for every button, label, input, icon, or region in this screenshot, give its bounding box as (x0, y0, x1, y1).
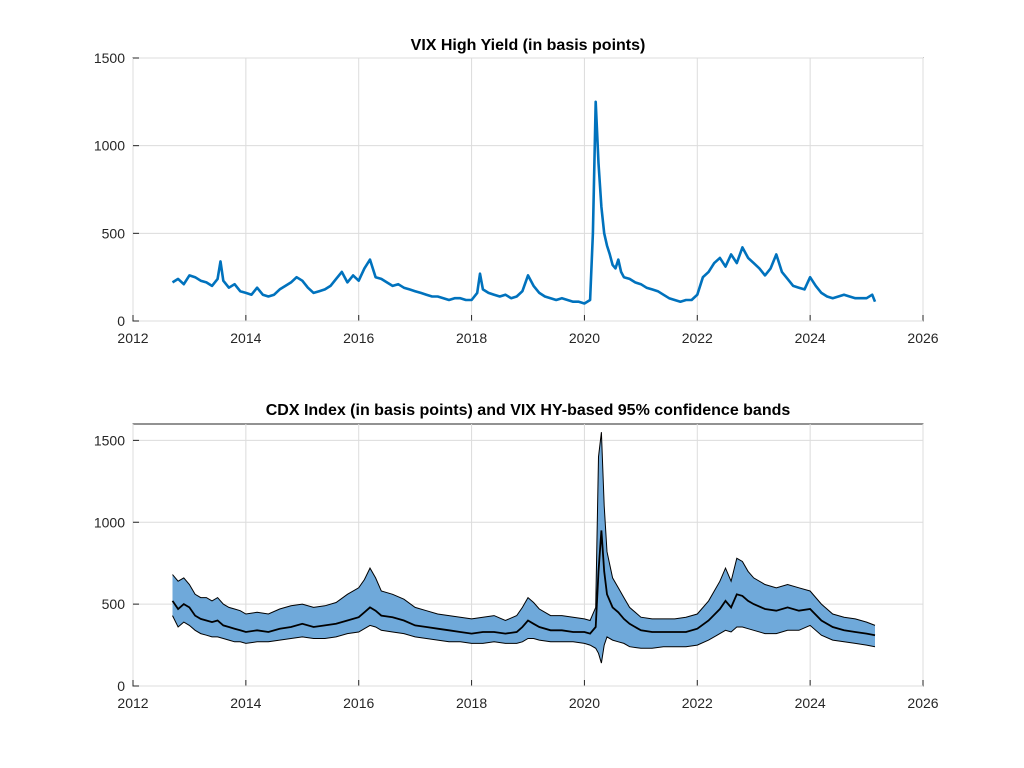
x-tick-label: 2022 (682, 695, 713, 711)
x-tick-label: 2020 (569, 695, 600, 711)
data-layer (171, 100, 877, 305)
y-tick-label: 1500 (94, 432, 125, 448)
y-tick-label: 0 (117, 313, 125, 329)
tick-labels: 2012 2014 2016 2018 2020 2022 2024 2026 0 500 1000… (94, 432, 939, 711)
grid (132, 424, 924, 687)
series-line (171, 100, 877, 305)
lower-band-line (172, 615, 876, 664)
x-tick-label: 2016 (343, 330, 374, 346)
grid (132, 57, 924, 322)
y-tick-label: 1500 (94, 50, 125, 66)
chart-title: CDX Index (in basis points) and VIX HY-b… (266, 402, 791, 419)
vix-high-yield-chart: VIX High Yield (in basis points) 2012 201… (94, 37, 939, 346)
y-tick-label: 500 (102, 225, 126, 241)
cdx-index-chart: CDX Index (in basis points) and VIX HY-b… (94, 402, 939, 711)
y-tick-label: 1000 (94, 138, 125, 154)
x-tick-label: 2014 (230, 330, 261, 346)
x-tick-label: 2026 (907, 695, 938, 711)
x-tick-label: 2024 (795, 330, 826, 346)
plot-area (132, 57, 924, 322)
x-tick-label: 2026 (907, 330, 938, 346)
y-tick-label: 500 (102, 596, 126, 612)
x-tick-label: 2018 (456, 330, 487, 346)
x-tick-label: 2020 (569, 330, 600, 346)
y-tick-label: 0 (117, 678, 125, 694)
upper-band-line (172, 432, 876, 626)
x-tick-label: 2018 (456, 695, 487, 711)
x-tick-label: 2022 (682, 330, 713, 346)
data-layer (171, 432, 876, 664)
confidence-band (172, 432, 875, 664)
x-tick-label: 2016 (343, 695, 374, 711)
x-tick-label: 2012 (117, 695, 148, 711)
y-tick-label: 1000 (94, 514, 125, 530)
tick-labels: 2012 2014 2016 2018 2020 2022 2024 2026 0 500 1000… (94, 50, 939, 346)
x-tick-label: 2014 (230, 695, 261, 711)
x-tick-label: 2024 (795, 695, 826, 711)
cdx-index-line (171, 530, 876, 637)
x-tick-label: 2012 (117, 330, 148, 346)
plot-area (132, 423, 924, 687)
chart-title: VIX High Yield (in basis points) (411, 37, 646, 54)
